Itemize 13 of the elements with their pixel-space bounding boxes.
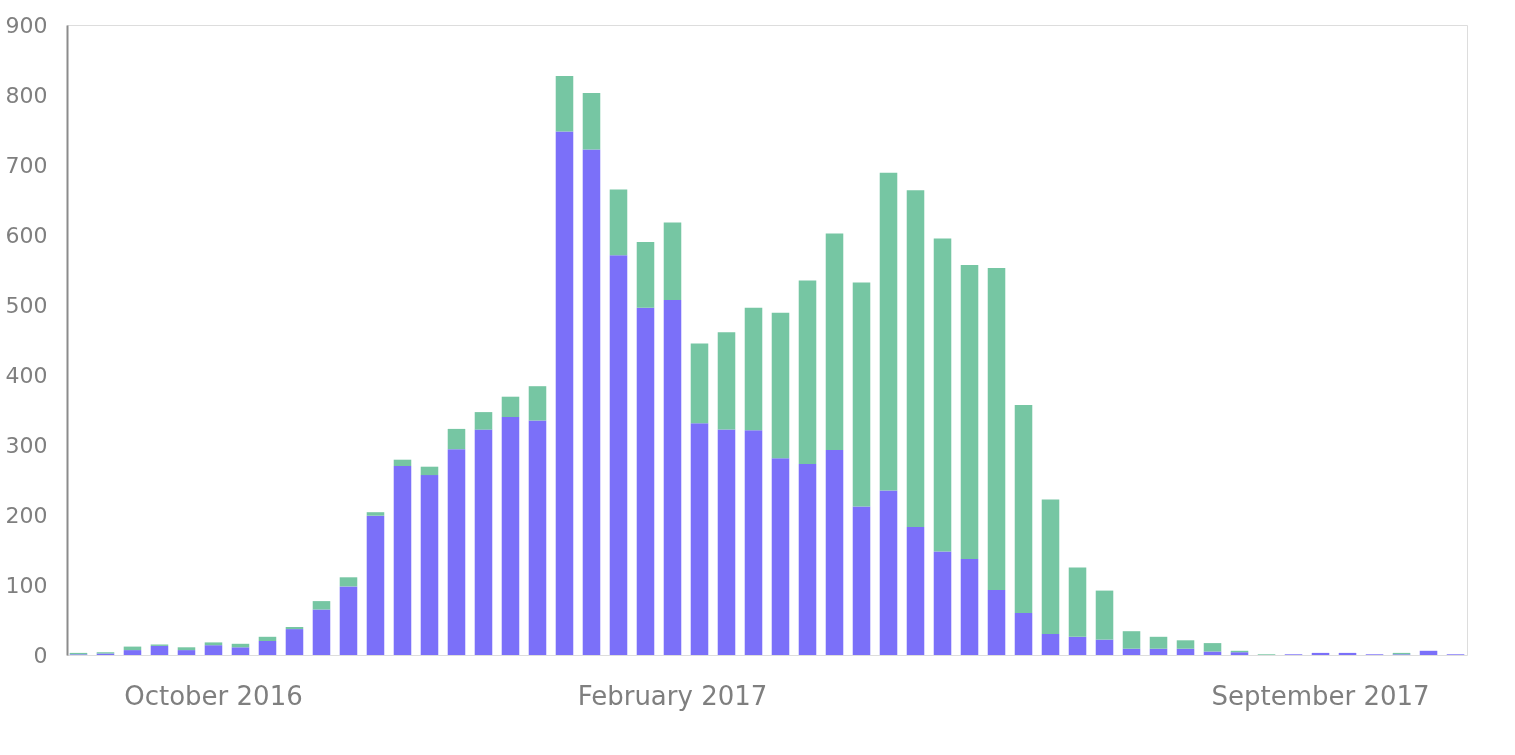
y-tick-label: 200 — [5, 502, 48, 528]
x-tick-label: February 2017 — [577, 680, 768, 711]
y-tick-label: 500 — [5, 292, 48, 318]
y-tick-label: 900 — [5, 12, 48, 38]
y-tick-label: 600 — [5, 222, 48, 248]
x-tick-label: October 2016 — [124, 680, 303, 711]
y-tick-label: 100 — [5, 572, 48, 598]
y-tick-label: 700 — [5, 152, 48, 178]
y-tick-label: 300 — [5, 432, 48, 458]
y-tick-label: 0 — [33, 642, 48, 668]
y-tick-label: 400 — [5, 362, 48, 388]
y-tick-label: 800 — [5, 82, 48, 108]
x-tick-label: September 2017 — [1211, 680, 1430, 711]
